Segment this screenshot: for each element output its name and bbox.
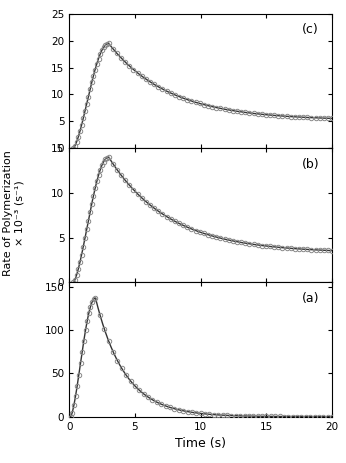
Text: (c): (c) [302,23,319,36]
Text: (a): (a) [301,292,319,305]
X-axis label: Time (s): Time (s) [175,437,226,450]
Text: Rate of Polymerization
× 10⁻³ (s⁻¹): Rate of Polymerization × 10⁻³ (s⁻¹) [3,150,25,276]
Text: (b): (b) [301,157,319,170]
